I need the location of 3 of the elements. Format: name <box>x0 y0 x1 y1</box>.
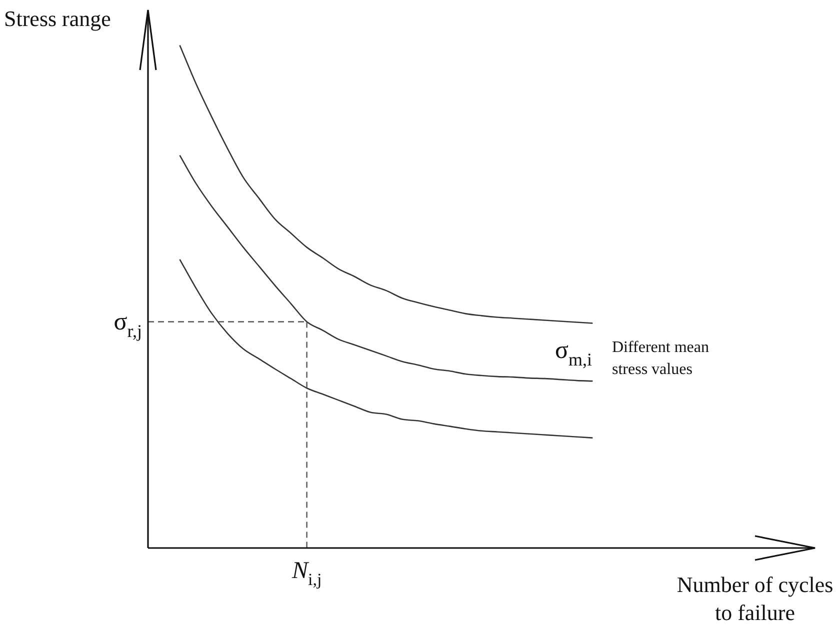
annotation: Different mean stress values <box>612 339 709 378</box>
y-axis-title: Stress range <box>4 6 111 31</box>
x-axis-title: Number of cycles to failure <box>676 572 834 625</box>
